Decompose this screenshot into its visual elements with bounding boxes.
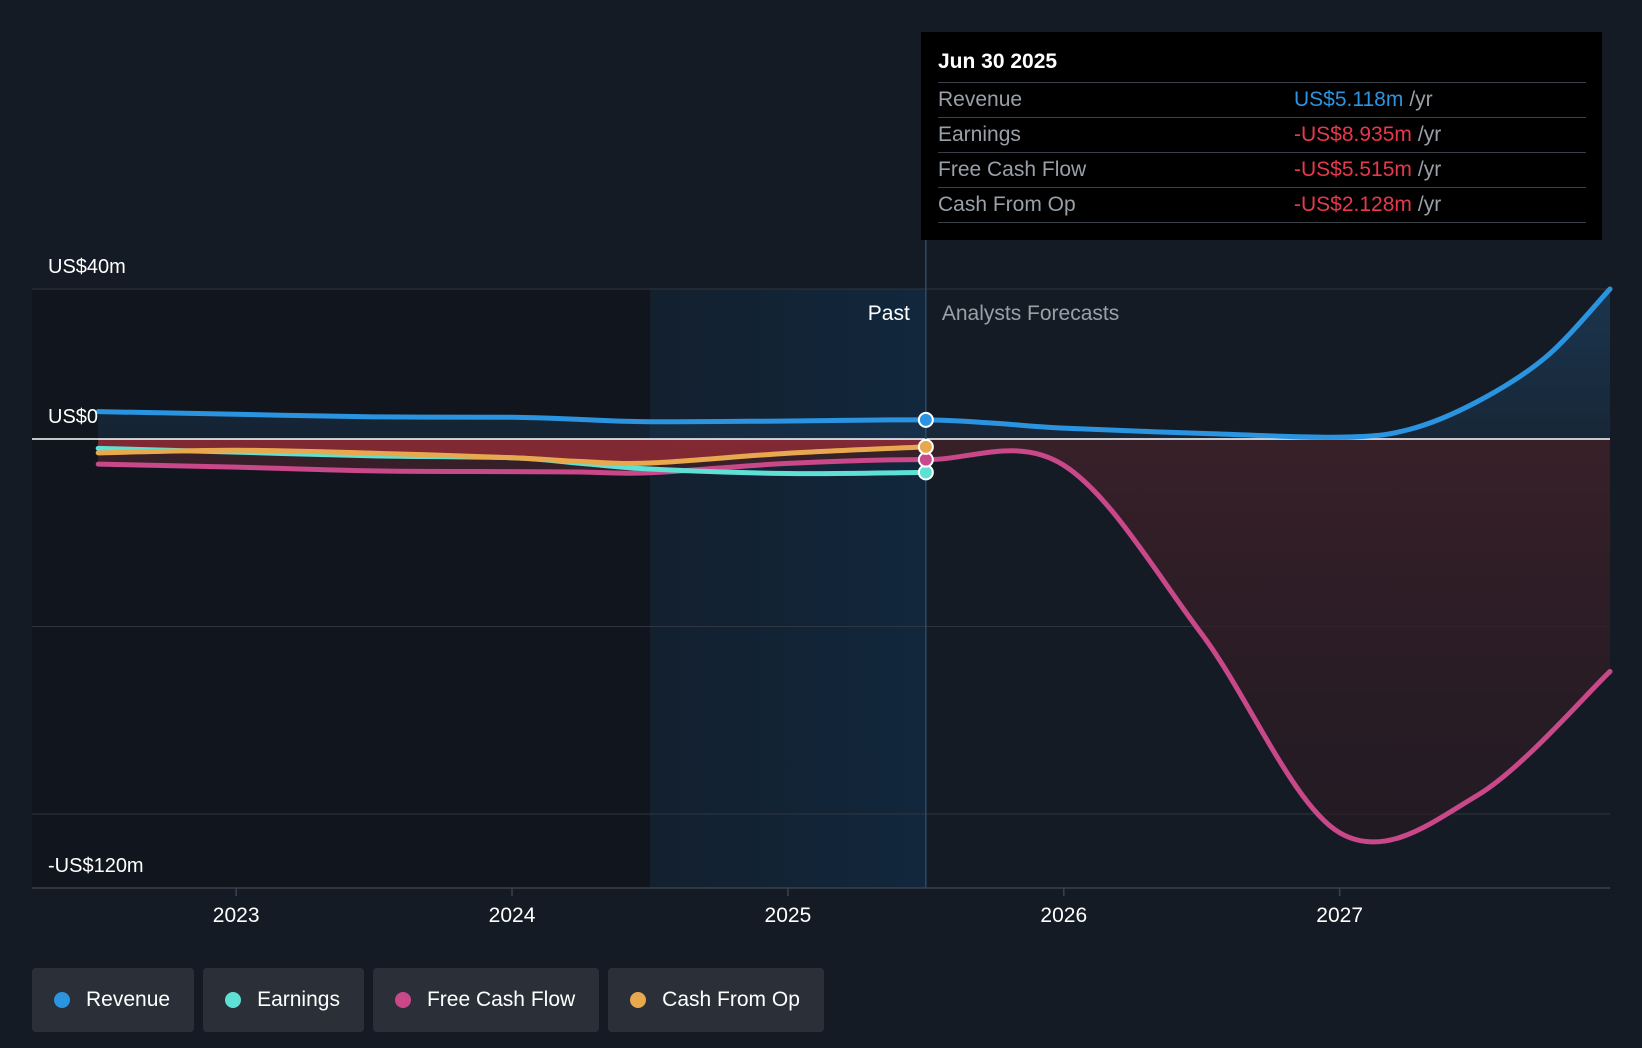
legend-dot-icon: [54, 992, 70, 1008]
tooltip-row-label: Earnings: [938, 123, 1021, 146]
tooltip-row-label: Cash From Op: [938, 193, 1076, 216]
recent-past-highlight: [649, 289, 926, 888]
legend-dot-icon: [225, 992, 242, 1008]
past-label: Past: [868, 302, 910, 325]
free-cash-flow-area: [98, 439, 1610, 843]
series-lines: [95, 286, 1613, 845]
tooltip-row-free-cash-flow: Free Cash Flow -US$5.515m/yr: [938, 153, 1586, 188]
tooltip-row-value: -US$8.935m/yr: [1294, 123, 1442, 146]
tooltip: Jun 30 2025 Revenue US$5.118m/yr Earnings -…: [921, 32, 1602, 240]
tooltip-row-earnings: Earnings -US$8.935m/yr: [938, 118, 1586, 153]
x-tick-label: 2025: [765, 904, 812, 927]
x-tick-label: 2023: [213, 904, 260, 927]
y-axis-label: US$40m: [48, 256, 126, 278]
legend-item-cash-from-op[interactable]: Cash From Op: [608, 968, 824, 1032]
tooltip-rows: Revenue US$5.118m/yr Earnings -US$8.935m/yr…: [938, 82, 1586, 223]
cash-from-op-marker: [917, 438, 934, 455]
forecast-label: Analysts Forecasts: [942, 302, 1119, 325]
y-axis-labels: US$40m US$0 -US$120m: [48, 256, 144, 877]
tooltip-markers: [917, 411, 934, 481]
y-axis-label: US$0: [48, 406, 98, 428]
revenue-area: [98, 289, 1610, 439]
x-tick-label: 2027: [1316, 904, 1363, 927]
tooltip-row-revenue: Revenue US$5.118m/yr: [938, 83, 1586, 118]
legend-label: Revenue: [86, 988, 171, 1011]
legend-label: Free Cash Flow: [426, 988, 576, 1011]
tooltip-row-value: -US$2.128m/yr: [1294, 193, 1442, 216]
tooltip-row-label: Free Cash Flow: [938, 158, 1087, 181]
legend-label: Earnings: [257, 988, 340, 1011]
legend-dot-icon: [394, 992, 411, 1008]
cash-from-op-line: [95, 444, 929, 466]
tooltip-row-value: -US$5.515m/yr: [1294, 158, 1442, 181]
legend-item-free-cash-flow[interactable]: Free Cash Flow: [372, 968, 600, 1032]
tooltip-row-cash-from-op: Cash From Op -US$2.128m/yr: [938, 188, 1586, 223]
legend-item-revenue[interactable]: Revenue: [32, 968, 195, 1032]
x-axis: 2023 2024 2025 2026 2027: [32, 887, 1610, 927]
revenue-line: [95, 286, 1613, 440]
tooltip-row-value: US$5.118m/yr: [1294, 88, 1433, 111]
revenue-marker: [917, 411, 934, 428]
legend-dot-icon: [630, 992, 647, 1008]
tooltip-row-label: Revenue: [938, 88, 1023, 111]
y-axis-label: -US$120m: [48, 855, 144, 877]
x-tick-label: 2026: [1040, 904, 1087, 927]
tooltip-date: Jun 30 2025: [938, 50, 1058, 73]
x-tick-label: 2024: [489, 904, 536, 927]
legend: Revenue Earnings Free Cash Flow Cash From O…: [32, 968, 824, 1032]
legend-item-earnings[interactable]: Earnings: [203, 968, 364, 1032]
legend-label: Cash From Op: [662, 988, 800, 1011]
free-cash-flow-line: [95, 448, 1613, 845]
